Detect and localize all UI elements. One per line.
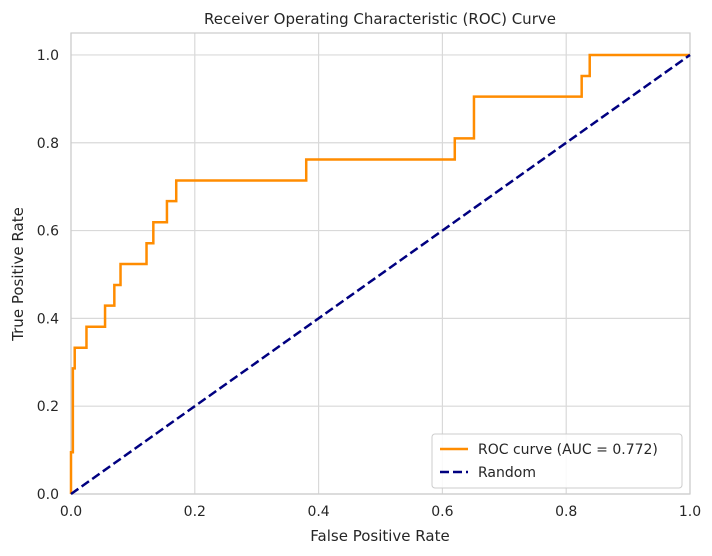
legend-label-random: Random: [478, 465, 536, 481]
x-tick-label-3: 0.6: [431, 504, 453, 520]
y-tick-label-3: 0.6: [37, 224, 59, 240]
y-axis-title: True Positive Rate: [9, 207, 27, 342]
x-tick-label-2: 0.4: [307, 504, 329, 520]
y-tick-label-4: 0.8: [37, 136, 59, 152]
x-axis-title: False Positive Rate: [310, 527, 449, 545]
legend-box: [431, 433, 683, 489]
random-baseline-line: [70, 53, 691, 496]
roc-curve-line: [69, 53, 690, 494]
plot-border: [70, 32, 691, 495]
series-layer: [69, 53, 691, 496]
plot-frame: [70, 32, 691, 495]
y-tick-label-2: 0.4: [37, 311, 59, 327]
tick-labels: 0.0 0.2 0.4 0.6 0.8 1.0 0.0 0.2 0.4 0.6 0.8 1.0: [37, 48, 701, 520]
y-tick-label-5: 1.0: [37, 48, 59, 64]
grid-layer: [70, 33, 691, 495]
legend: ROC curve (AUC = 0.772) Random: [431, 433, 683, 489]
chart-title: Receiver Operating Characteristic (ROC) …: [204, 10, 556, 28]
x-tick-label-1: 0.2: [184, 504, 206, 520]
y-tick-label-1: 0.2: [37, 399, 59, 415]
x-tick-label-4: 0.8: [555, 504, 577, 520]
x-tick-label-0: 0.0: [60, 504, 82, 520]
legend-label-roc: ROC curve (AUC = 0.772): [478, 442, 658, 458]
y-tick-label-0: 0.0: [37, 487, 59, 503]
x-tick-label-5: 1.0: [679, 504, 701, 520]
